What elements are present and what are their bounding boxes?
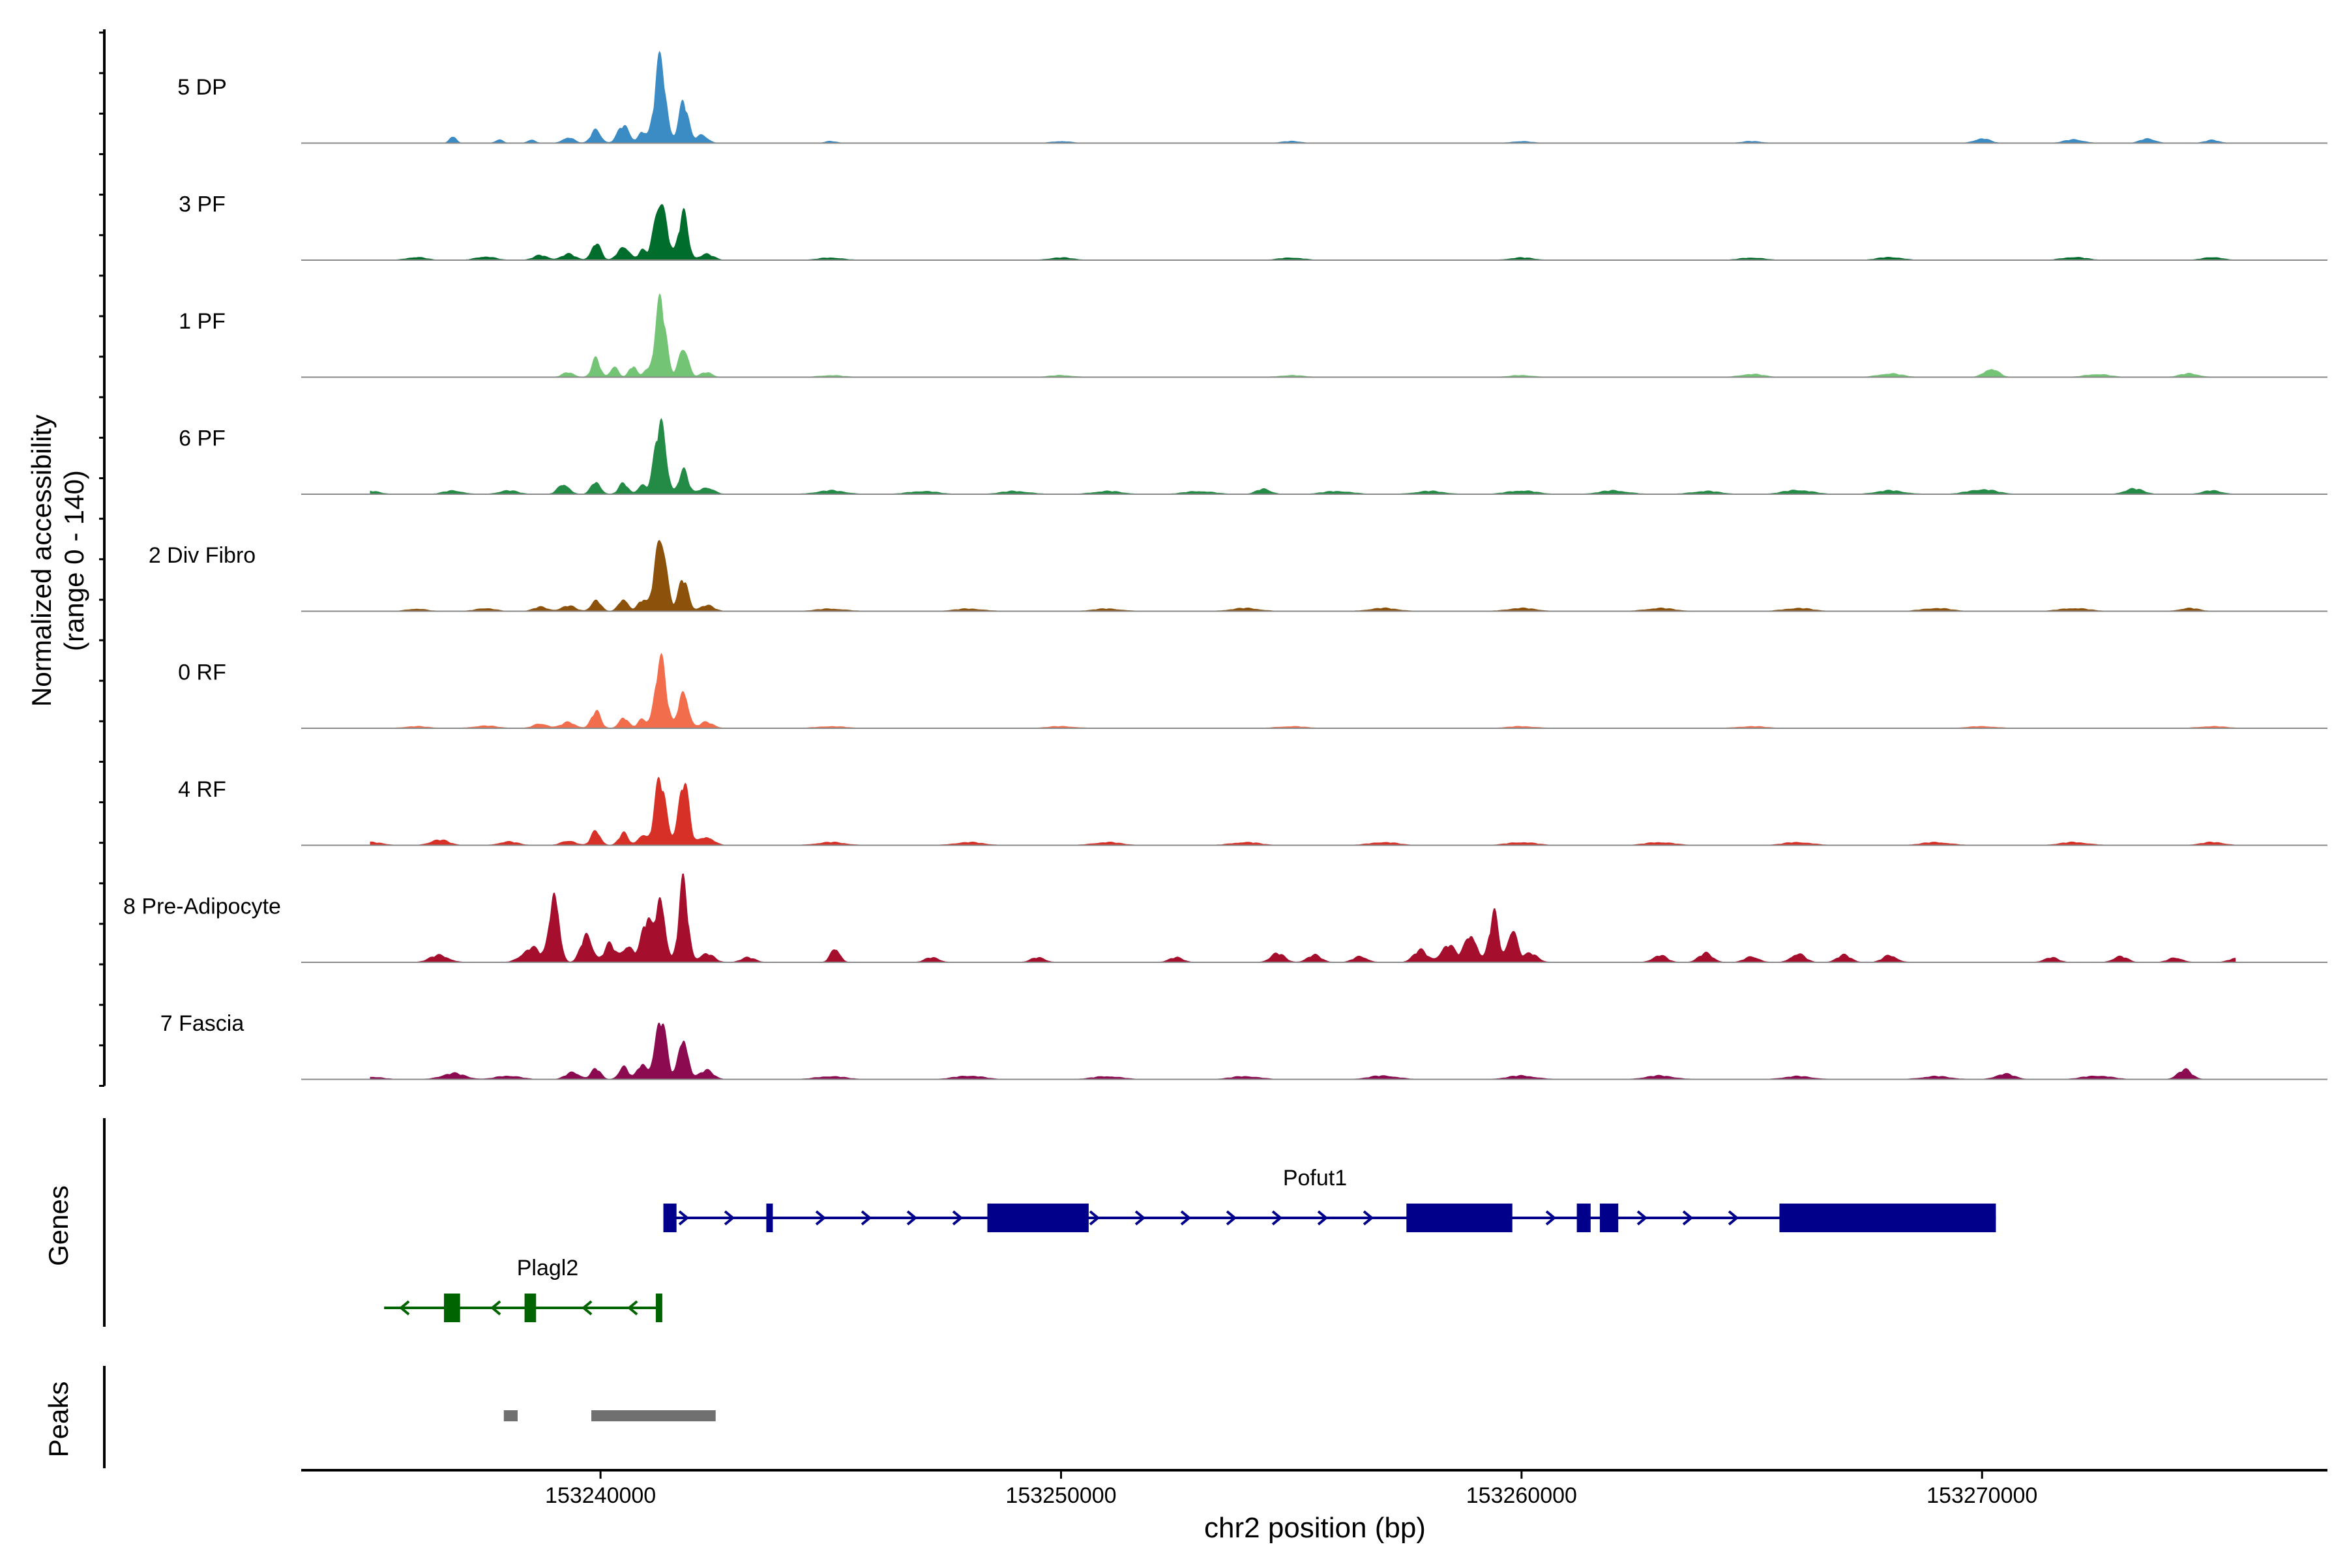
coverage-track: 2 Div Fibro bbox=[149, 540, 2327, 612]
strand-arrow-icon bbox=[1363, 1210, 1374, 1226]
strand-arrow-icon bbox=[627, 1300, 638, 1316]
track-signal-area bbox=[370, 293, 2236, 377]
track-signal-area bbox=[370, 777, 2236, 846]
coverage-track: 0 RF bbox=[178, 653, 2327, 729]
track-label: 4 RF bbox=[178, 777, 226, 802]
gene-exon bbox=[1406, 1204, 1513, 1232]
y-axis-title: Normalized accessibility bbox=[26, 415, 57, 707]
gene-name-label: Plagl2 bbox=[517, 1256, 579, 1280]
track-signal-area bbox=[370, 1022, 2236, 1080]
strand-arrow-icon bbox=[1682, 1210, 1694, 1226]
track-signal-area bbox=[370, 204, 2236, 261]
track-label: 6 PF bbox=[179, 426, 226, 451]
strand-arrow-icon bbox=[399, 1300, 410, 1316]
x-axis: 153240000 153250000 153260000 153270000 bbox=[301, 1469, 2327, 1508]
track-label: 7 Fascia bbox=[160, 1011, 244, 1036]
strand-arrow-icon bbox=[582, 1300, 593, 1316]
coverage-track: 7 Fascia bbox=[160, 1011, 2327, 1080]
coverage-track: 8 Pre-Adipocyte bbox=[123, 873, 2327, 963]
coverage-track: 1 PF bbox=[179, 293, 2327, 378]
gene-exon bbox=[524, 1294, 537, 1322]
strand-arrow-icon bbox=[1317, 1210, 1329, 1226]
track-label: 0 RF bbox=[178, 660, 226, 685]
gene-exon bbox=[1576, 1204, 1591, 1232]
track-signal-area bbox=[370, 417, 2236, 495]
strand-arrow-icon bbox=[678, 1210, 690, 1226]
coverage-track: 6 PF bbox=[179, 417, 2327, 495]
track-signal-area bbox=[370, 653, 2236, 729]
track-signal-area bbox=[370, 50, 2236, 143]
x-axis-tick-label: 153260000 bbox=[1466, 1483, 1577, 1508]
strand-arrow-icon bbox=[815, 1210, 827, 1226]
gene-exon bbox=[1599, 1204, 1619, 1232]
track-label: 5 DP bbox=[177, 75, 227, 100]
x-axis-tick-label: 153270000 bbox=[1926, 1483, 2037, 1508]
strand-arrow-icon bbox=[1180, 1210, 1192, 1226]
genes-panel-label: Genes bbox=[43, 1185, 74, 1266]
coverage-track: 5 DP bbox=[177, 50, 2327, 144]
coverage-track: 4 RF bbox=[178, 777, 2327, 846]
track-label: 8 Pre-Adipocyte bbox=[123, 895, 281, 919]
gene-exon bbox=[443, 1294, 460, 1322]
strand-arrow-icon bbox=[1226, 1210, 1237, 1226]
peak-region-bar bbox=[503, 1410, 518, 1421]
strand-arrow-icon bbox=[906, 1210, 918, 1226]
gene-model: Pofut1 bbox=[663, 1166, 1996, 1232]
track-signal-area bbox=[370, 540, 2236, 612]
track-label: 3 PF bbox=[179, 192, 226, 217]
gene-model: Plagl2 bbox=[384, 1256, 662, 1322]
strand-arrow-icon bbox=[861, 1210, 872, 1226]
strand-arrow-icon bbox=[1545, 1210, 1557, 1226]
coverage-tracks: 5 DP 3 PF 1 PF 6 PF 2 Div Fibro 0 RF 4 RF 8 Pre… bbox=[123, 50, 2327, 1080]
gene-annotation-track: Pofut1 Plagl2 bbox=[384, 1166, 1996, 1322]
peak-regions-track bbox=[503, 1410, 716, 1421]
track-label: 2 Div Fibro bbox=[149, 543, 256, 568]
gene-exon bbox=[1779, 1204, 1996, 1232]
strand-arrow-icon bbox=[724, 1210, 735, 1226]
strand-arrow-icon bbox=[952, 1210, 964, 1226]
strand-arrow-icon bbox=[1728, 1210, 1739, 1226]
peaks-panel-label: Peaks bbox=[43, 1382, 74, 1458]
strand-arrow-icon bbox=[1089, 1210, 1100, 1226]
coverage-track: 3 PF bbox=[179, 192, 2327, 261]
strand-arrow-icon bbox=[490, 1300, 501, 1316]
strand-arrow-icon bbox=[1636, 1210, 1648, 1226]
track-label: 1 PF bbox=[179, 309, 226, 334]
gene-name-label: Pofut1 bbox=[1283, 1166, 1347, 1191]
gene-exon bbox=[766, 1204, 773, 1232]
gene-exon bbox=[665, 1204, 677, 1232]
y-axis-range: (range 0 - 140) bbox=[59, 470, 89, 651]
x-axis-title: chr2 position (bp) bbox=[1204, 1512, 1426, 1544]
track-signal-area bbox=[370, 873, 2236, 963]
x-axis-tick-label: 153240000 bbox=[545, 1483, 656, 1508]
strand-arrow-icon bbox=[1134, 1210, 1146, 1226]
strand-arrow-icon bbox=[1271, 1210, 1283, 1226]
gene-exon bbox=[987, 1204, 1089, 1232]
x-axis-tick-label: 153250000 bbox=[1005, 1483, 1116, 1508]
peak-region-bar bbox=[591, 1410, 716, 1421]
